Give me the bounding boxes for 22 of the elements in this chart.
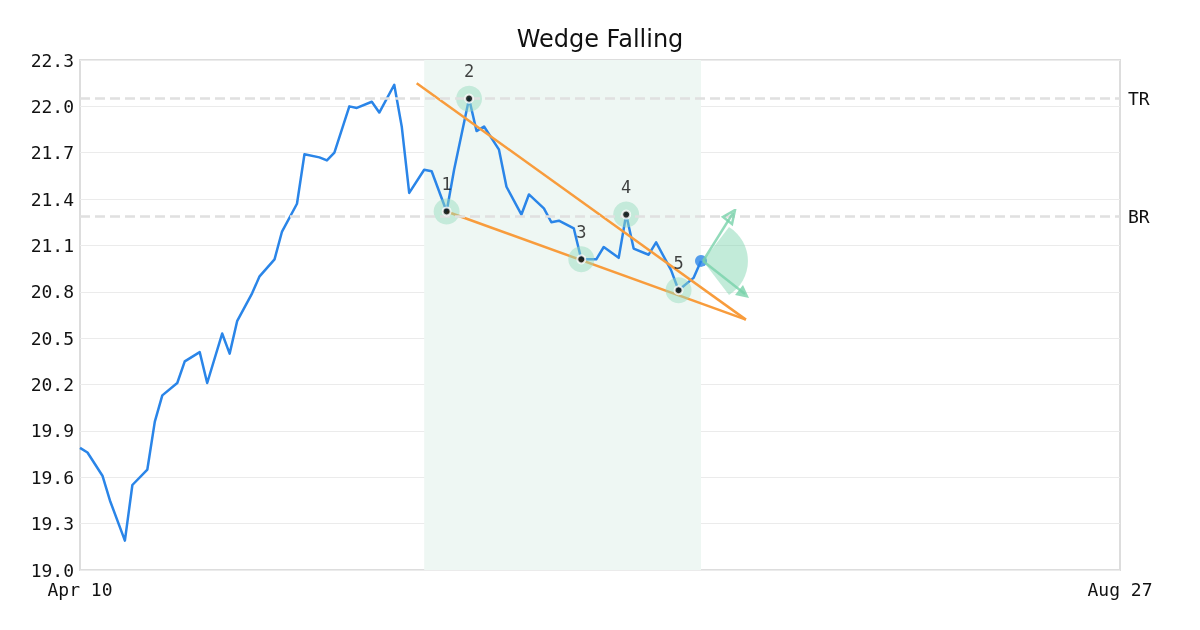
annotation: 5	[673, 252, 684, 273]
y-tick-label: 20.5	[30, 327, 74, 349]
y-tick-label: 19.9	[30, 420, 74, 442]
annotation: 1	[441, 173, 452, 194]
y-tick-label: 21.4	[30, 188, 74, 210]
y-tick-label: 22.3	[30, 49, 74, 71]
ref-line-label: TR	[1128, 88, 1150, 110]
annotation: 2	[463, 61, 475, 82]
chart-title: Wedge Falling	[516, 25, 684, 53]
x-tick-label: Apr 10	[47, 578, 113, 600]
annotation: 3	[576, 221, 587, 242]
y-tick-label: 19.6	[30, 466, 74, 488]
y-tick-label: 19.0	[30, 559, 74, 581]
x-tick-label: Aug 27	[1087, 578, 1153, 600]
y-tick-label: 22.0	[30, 95, 74, 117]
y-tick-label: 21.1	[30, 234, 74, 256]
annotation: 4	[621, 177, 632, 198]
y-tick-label: 20.8	[30, 281, 74, 303]
y-tick-label: 20.2	[30, 374, 74, 396]
ref-line-label: BR	[1128, 205, 1150, 227]
y-tick-label: 21.7	[30, 142, 74, 164]
y-tick-label: 19.3	[30, 513, 74, 535]
